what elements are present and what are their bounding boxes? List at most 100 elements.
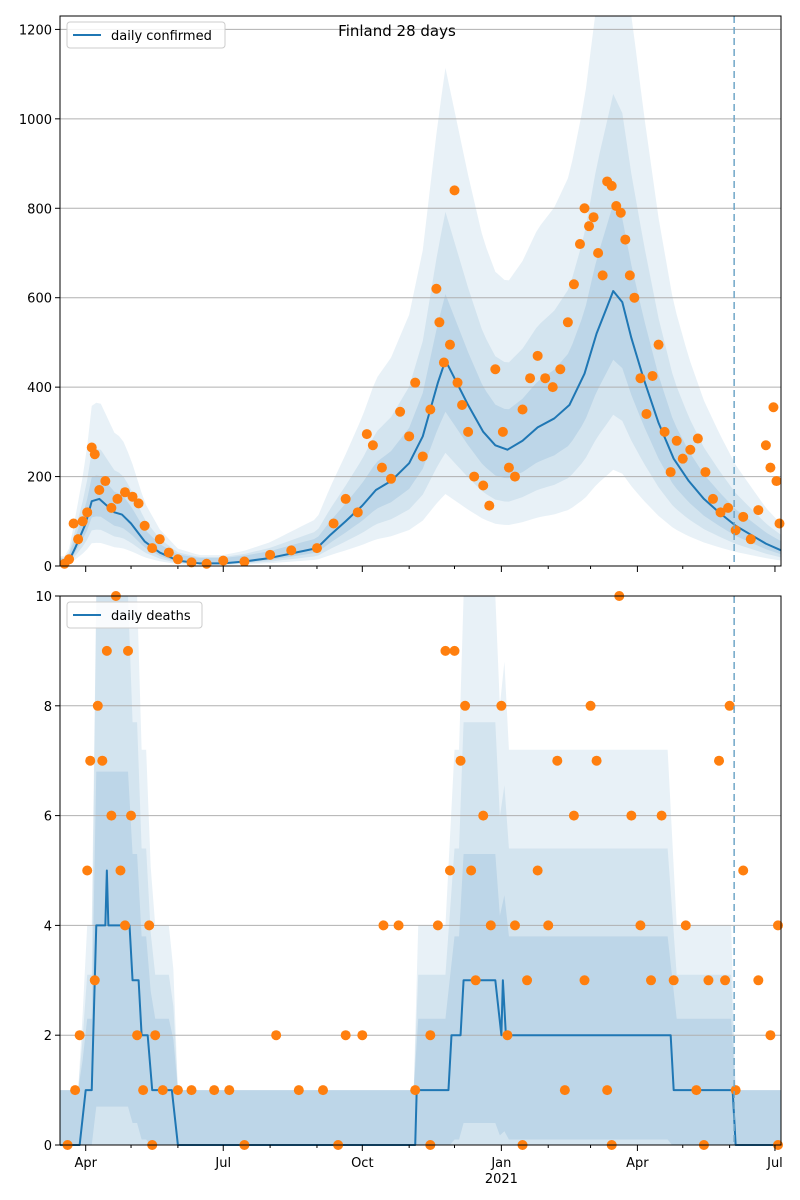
- x-tick-label: Jul: [766, 1156, 783, 1171]
- uncertainty-band: [60, 16, 781, 566]
- observed-point: [463, 426, 474, 437]
- observed-point: [186, 557, 197, 568]
- observed-point: [455, 755, 466, 766]
- legend-label: daily deaths: [111, 609, 191, 624]
- observed-point: [440, 645, 451, 656]
- observed-point: [239, 556, 250, 567]
- observed-point: [115, 865, 126, 876]
- observed-point: [352, 507, 363, 518]
- observed-point: [218, 555, 229, 566]
- observed-point: [620, 234, 631, 245]
- observed-point: [615, 207, 626, 218]
- observed-point: [410, 1085, 421, 1096]
- observed-point: [624, 270, 635, 281]
- x-tick-label: Jan: [490, 1156, 511, 1171]
- confirmed-observed-points: [59, 176, 785, 569]
- observed-point: [172, 554, 183, 565]
- observed-point: [626, 810, 637, 821]
- uncertainty-band: [60, 596, 781, 1145]
- confirmed-panel: 0 200 400 600 800 1000 1200 Finland 28 days da…: [19, 15, 785, 575]
- deaths-axes-frame: [59, 595, 782, 1146]
- observed-point: [444, 865, 455, 876]
- observed-point: [574, 239, 585, 250]
- observed-point: [490, 364, 501, 375]
- observed-point: [469, 471, 480, 482]
- confirmed-uncertainty-bands: [60, 16, 781, 566]
- observed-point: [89, 449, 100, 460]
- observed-point: [692, 433, 703, 444]
- observed-point: [395, 406, 406, 417]
- observed-point: [271, 1030, 282, 1041]
- observed-point: [68, 518, 79, 529]
- y-tick-label: 8: [44, 700, 52, 715]
- observed-point: [470, 975, 481, 986]
- legend-label: daily confirmed: [111, 29, 212, 44]
- observed-point: [677, 453, 688, 464]
- x-tick-label: Apr: [74, 1156, 97, 1171]
- observed-point: [562, 317, 573, 328]
- observed-point: [85, 755, 96, 766]
- uncertainty-band: [60, 596, 781, 1145]
- observed-point: [555, 364, 566, 375]
- observed-point: [434, 317, 445, 328]
- observed-point: [497, 426, 508, 437]
- y-tick-label: 4: [44, 919, 52, 934]
- observed-point: [106, 810, 117, 821]
- observed-point: [404, 431, 415, 442]
- observed-point: [92, 700, 103, 711]
- observed-point: [691, 1085, 702, 1096]
- observed-point: [89, 975, 100, 986]
- observed-point: [568, 279, 579, 290]
- x-tick-label: Oct: [351, 1156, 373, 1171]
- observed-point: [597, 270, 608, 281]
- observed-point: [106, 502, 117, 513]
- observed-point: [357, 1030, 368, 1041]
- observed-point: [703, 975, 714, 986]
- observed-point: [154, 534, 165, 545]
- observed-point: [457, 400, 468, 411]
- observed-point: [478, 480, 489, 491]
- observed-point: [286, 545, 297, 556]
- observed-point: [760, 440, 771, 451]
- observed-point: [432, 920, 443, 931]
- observed-point: [668, 975, 679, 986]
- observed-point: [502, 1030, 513, 1041]
- x-tick-label: Apr: [626, 1156, 649, 1171]
- observed-point: [139, 520, 150, 531]
- observed-point: [64, 554, 75, 565]
- observed-point: [540, 373, 551, 384]
- observed-point: [771, 476, 782, 487]
- observed-point: [646, 975, 657, 986]
- observed-point: [138, 1085, 149, 1096]
- observed-point: [606, 180, 617, 191]
- y-tick-label: 0: [44, 560, 52, 575]
- observed-point: [665, 467, 676, 478]
- uncertainty-band: [60, 204, 781, 565]
- observed-point: [101, 645, 112, 656]
- observed-point: [340, 493, 351, 504]
- observed-point: [659, 426, 670, 437]
- observed-point: [635, 920, 646, 931]
- x-tick-label: Jul: [214, 1156, 231, 1171]
- observed-point: [525, 373, 536, 384]
- observed-point: [593, 247, 604, 258]
- observed-point: [765, 1030, 776, 1041]
- observed-point: [328, 518, 339, 529]
- observed-point: [123, 645, 134, 656]
- observed-point: [449, 185, 460, 196]
- observed-point: [361, 429, 372, 440]
- observed-point: [132, 1030, 143, 1041]
- observed-point: [386, 473, 397, 484]
- observed-point: [201, 558, 212, 569]
- observed-point: [126, 810, 137, 821]
- observed-point: [772, 920, 783, 931]
- observed-point: [100, 476, 111, 487]
- observed-point: [378, 920, 389, 931]
- observed-point: [431, 283, 442, 294]
- observed-point: [417, 451, 428, 462]
- observed-point: [425, 404, 436, 415]
- observed-point: [543, 920, 554, 931]
